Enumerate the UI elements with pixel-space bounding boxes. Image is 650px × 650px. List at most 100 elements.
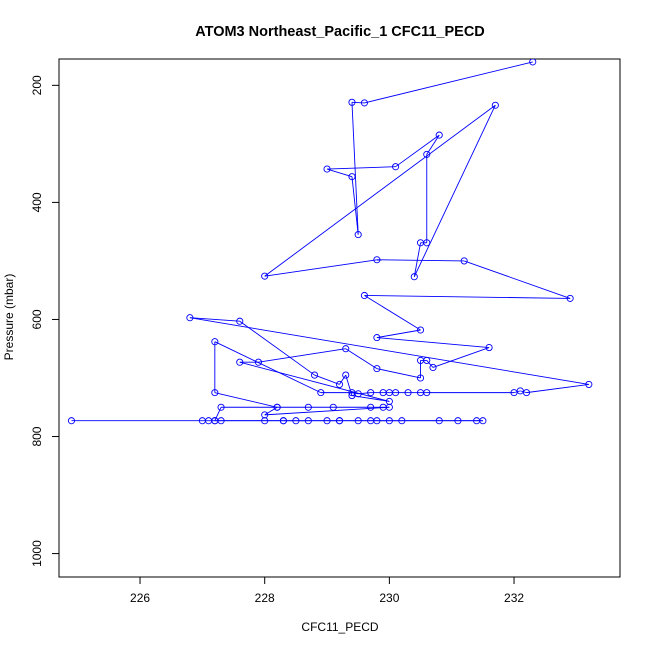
data-point (311, 371, 319, 379)
data-point (423, 150, 431, 158)
series-line-segment (264, 104, 496, 277)
series-line-segment (345, 348, 378, 370)
y-axis: 200 400 600 800 1000 (30, 75, 59, 567)
series-line-segment (351, 176, 359, 235)
series-line-segment (395, 134, 440, 168)
series-line-segment (239, 320, 315, 376)
data-point (373, 256, 381, 264)
series-line-segment (376, 329, 421, 339)
series-line-segment (364, 295, 421, 331)
series-line-segment (258, 348, 346, 363)
data-point (485, 344, 493, 352)
data-point (423, 239, 431, 247)
data-point (211, 417, 219, 425)
data-point (335, 380, 344, 388)
data-point (360, 99, 368, 107)
data-point (217, 403, 225, 411)
data-point (323, 165, 331, 173)
data-point (522, 389, 531, 397)
data-point (323, 417, 331, 425)
series-line-segment (376, 337, 490, 349)
data-point (585, 380, 593, 388)
data-point (329, 403, 337, 411)
data-point (261, 272, 269, 280)
plot-frame (58, 58, 621, 578)
x-tick-label: 226 (130, 591, 150, 605)
y-tick-label: 1000 (30, 540, 44, 567)
data-point (304, 417, 312, 425)
y-axis-label: Pressure (mbar) (2, 274, 16, 361)
data-point (292, 417, 300, 425)
data-point (410, 273, 418, 281)
data-point (211, 389, 219, 397)
plot-area (67, 59, 593, 425)
series-line-segment (413, 242, 421, 277)
data-point (342, 371, 350, 379)
series-line-segment (327, 166, 396, 170)
series-line-segment (526, 383, 589, 394)
series-line-segment (413, 105, 496, 277)
series-line-segment (426, 134, 440, 155)
data-point (460, 257, 468, 265)
data-point (423, 356, 431, 364)
data-point (385, 417, 393, 425)
data-point (373, 365, 381, 373)
series-line-segment (239, 361, 390, 402)
series-line-segment (189, 317, 589, 385)
series-line-segment (376, 259, 465, 262)
data-point (273, 403, 281, 411)
data-point (392, 163, 400, 171)
y-tick-label: 200 (30, 75, 44, 95)
data-point (186, 314, 194, 322)
data-point (354, 417, 362, 425)
chart-title: ATOM3 Northeast_Pacific_1 CFC11_PECD (195, 24, 485, 40)
data-point (342, 345, 350, 353)
data-point (529, 59, 537, 66)
data-point (416, 326, 425, 334)
series-line-segment (214, 392, 278, 408)
data-point (398, 417, 406, 425)
data-point (516, 387, 524, 395)
series-line-segment (345, 374, 353, 396)
data-point (67, 417, 76, 425)
y-tick-label: 800 (30, 426, 44, 446)
data-point (367, 389, 375, 397)
data-point (360, 291, 368, 300)
data-point (392, 389, 400, 397)
series-line-segment (426, 360, 434, 368)
series-line-segment (189, 317, 240, 322)
series-line-segment (376, 368, 421, 379)
data-point (416, 374, 425, 382)
series-line-segment (264, 406, 390, 416)
data-point (367, 417, 375, 425)
series-line-segment (339, 374, 347, 385)
data-point (479, 417, 487, 425)
data-point (423, 389, 431, 397)
x-tick-label: 230 (379, 591, 399, 605)
data-point (348, 173, 356, 181)
series-line-segment (326, 168, 353, 178)
data-point (510, 389, 518, 397)
data-point (454, 417, 462, 425)
series-line-segment (214, 407, 222, 421)
series-line-segment (314, 374, 340, 385)
y-tick-label: 600 (30, 309, 44, 329)
data-point (279, 417, 287, 425)
data-point (404, 389, 412, 397)
data-point (354, 390, 362, 398)
data-point (254, 358, 263, 366)
data-point (348, 392, 356, 400)
series-line-segment (364, 61, 533, 104)
data-point (261, 411, 269, 419)
data-point (435, 417, 443, 425)
data-point (367, 403, 375, 411)
series-line-segment (432, 347, 490, 368)
data-point (385, 397, 393, 405)
x-tick-label: 228 (255, 591, 275, 605)
series-line-segment (264, 406, 278, 416)
data-point (491, 101, 499, 109)
data-point (354, 231, 362, 239)
series-line-segment (464, 260, 571, 299)
data-point (348, 98, 356, 106)
